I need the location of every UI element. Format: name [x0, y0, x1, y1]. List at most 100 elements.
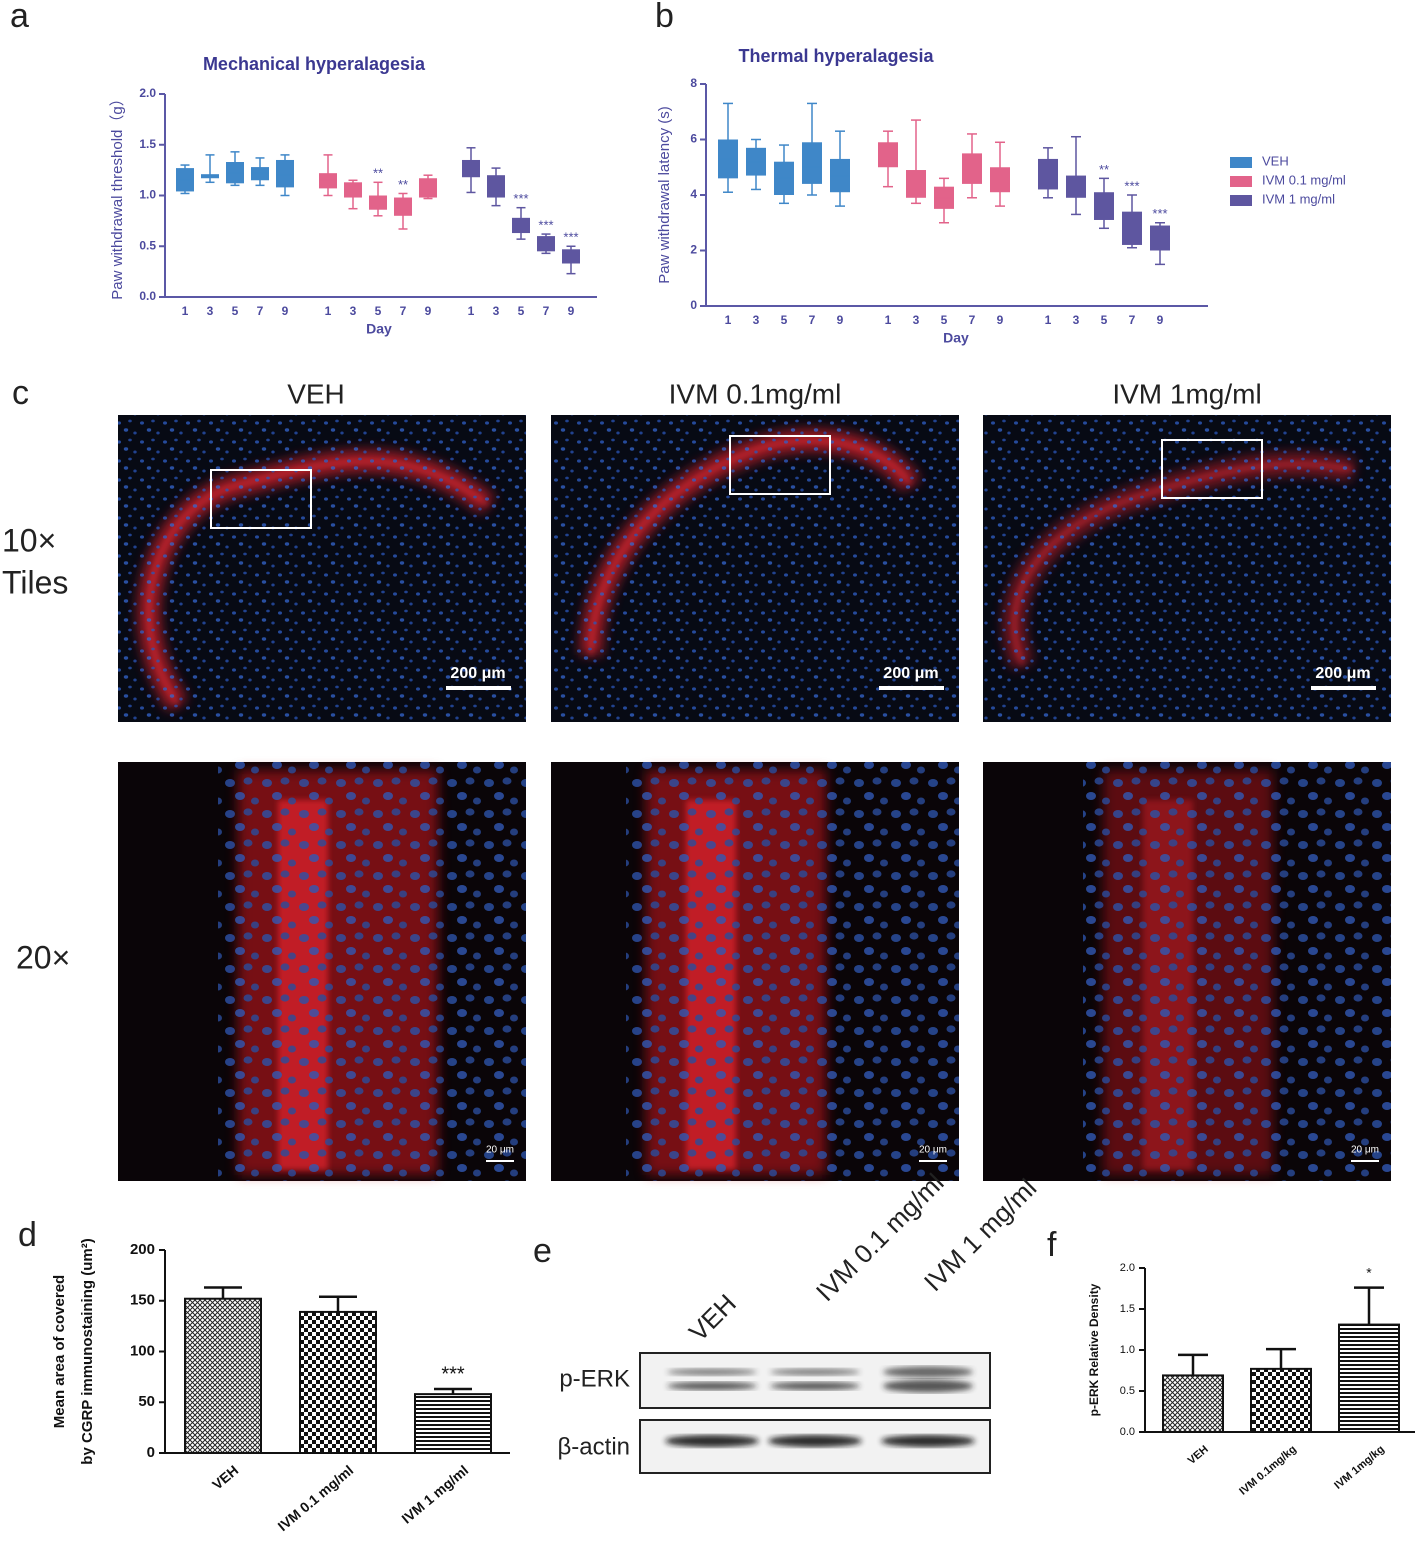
x-tick-label: 7	[1129, 313, 1136, 327]
y-axis-label: Paw withdrawal latency (s)	[656, 106, 673, 284]
y-tick-label: 1.5	[1120, 1303, 1135, 1315]
x-tick-label: 3	[493, 304, 500, 318]
panel-label: a	[10, 0, 29, 35]
nuclei	[118, 415, 526, 722]
y-tick-label: 0.5	[139, 238, 156, 252]
box	[537, 236, 555, 252]
x-axis-label: Day	[366, 321, 392, 337]
significance: ***	[441, 1363, 465, 1385]
nuclei	[551, 415, 959, 722]
y-tick-label: 50	[138, 1393, 155, 1410]
panel-label: f	[1047, 1226, 1057, 1264]
panel-label: c	[12, 374, 29, 412]
x-tick-label: IVM 1 mg/ml	[398, 1462, 471, 1527]
inset-box	[729, 435, 831, 495]
nuclei	[626, 762, 959, 1181]
x-tick-label: 7	[257, 304, 264, 318]
significance: ***	[513, 191, 528, 206]
box	[1150, 225, 1170, 251]
x-tick-label: 7	[543, 304, 550, 318]
y-axis-label: p-ERK Relative Density	[1087, 1283, 1101, 1416]
x-axis-label: Day	[943, 330, 969, 346]
significance: **	[398, 177, 408, 192]
panel-label: d	[18, 1216, 37, 1254]
y-tick-label: 200	[130, 1241, 155, 1258]
x-tick-label: 3	[350, 304, 357, 318]
box	[990, 167, 1010, 193]
x-tick-label: IVM 0.1mg/kg	[1237, 1443, 1299, 1497]
box	[394, 197, 412, 216]
box	[319, 173, 337, 189]
significance: **	[1099, 162, 1109, 177]
x-tick-label: 5	[518, 304, 525, 318]
significance: ***	[1152, 206, 1167, 221]
band	[883, 1366, 973, 1378]
bar	[414, 1393, 492, 1455]
x-tick-label: 9	[837, 313, 844, 327]
legend-swatch	[1230, 176, 1252, 187]
y-tick-label: 0	[690, 298, 697, 312]
y-tick-label: 0	[147, 1444, 155, 1461]
x-tick-label: 5	[1101, 313, 1108, 327]
band	[665, 1435, 759, 1447]
box	[419, 178, 437, 198]
significance: ***	[538, 218, 553, 233]
y-tick-label: 0.0	[139, 289, 156, 303]
bar	[1250, 1367, 1312, 1433]
band	[881, 1435, 975, 1447]
x-tick-label: 1	[325, 304, 332, 318]
y-tick-label: 6	[690, 132, 697, 146]
legend-swatch	[1230, 195, 1252, 206]
box	[344, 182, 362, 198]
x-tick-label: 1	[468, 304, 475, 318]
panel-label: e	[533, 1232, 552, 1270]
box	[1066, 175, 1086, 198]
scale-bar-label: 20 μm	[486, 1145, 514, 1156]
significance: *	[1366, 1264, 1372, 1280]
row-label: β-actin	[558, 1433, 631, 1460]
row-label: 10×	[2, 522, 56, 558]
nuclei	[1083, 762, 1391, 1181]
scale-bar-label: 200 μm	[450, 665, 505, 682]
lane-label: VEH	[683, 1288, 742, 1347]
bar	[184, 1297, 262, 1454]
band	[883, 1379, 973, 1393]
y-tick-label: 2	[690, 243, 697, 257]
x-tick-label: 5	[781, 313, 788, 327]
y-tick-label: 1.5	[139, 137, 156, 151]
bar	[1338, 1323, 1400, 1433]
column-label: VEH	[287, 378, 345, 409]
x-tick-label: 3	[207, 304, 214, 318]
y-tick-label: 100	[130, 1342, 155, 1359]
box	[276, 159, 294, 188]
y-tick-label: 150	[130, 1292, 155, 1309]
bar	[299, 1310, 377, 1455]
significance: ***	[563, 230, 578, 245]
significance: ***	[1124, 178, 1139, 193]
x-tick-label: 1	[885, 313, 892, 327]
y-tick-label: 0.5	[1120, 1385, 1135, 1397]
x-tick-label: 9	[282, 304, 289, 318]
row-label: p-ERK	[559, 1365, 630, 1392]
x-tick-label: 9	[568, 304, 575, 318]
y-tick-label: 1.0	[139, 188, 156, 202]
scale-bar-label: 20 μm	[919, 1145, 947, 1156]
x-tick-label: 5	[232, 304, 239, 318]
y-axis-label: by CGRP immunostaining (um²)	[79, 1238, 96, 1464]
x-tick-label: 3	[753, 313, 760, 327]
band	[667, 1368, 757, 1376]
x-tick-label: VEH	[1186, 1443, 1211, 1467]
x-tick-label: 9	[1157, 313, 1164, 327]
box	[487, 175, 505, 198]
box	[369, 195, 387, 210]
nuclei	[218, 762, 526, 1181]
chart-title: Mechanical hyperalagesia	[203, 54, 426, 74]
column-label: IVM 0.1mg/ml	[669, 378, 842, 409]
inset-box	[1161, 439, 1263, 499]
x-tick-label: 3	[913, 313, 920, 327]
legend-label: VEH	[1262, 153, 1289, 168]
box	[962, 153, 982, 184]
y-tick-label: 2.0	[139, 86, 156, 100]
band	[770, 1382, 860, 1390]
x-tick-label: 7	[809, 313, 816, 327]
